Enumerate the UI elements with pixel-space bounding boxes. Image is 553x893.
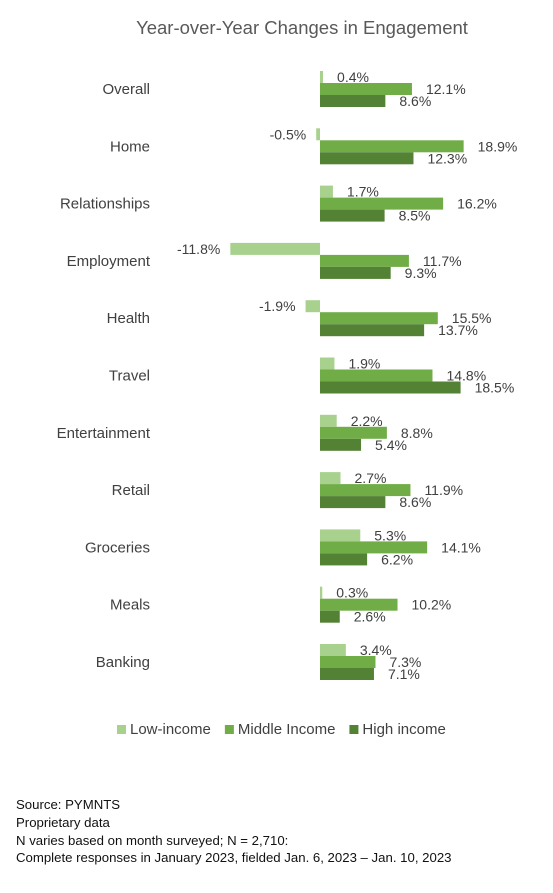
bar [320,357,335,370]
bar [320,95,386,107]
bar [320,484,411,497]
bar [320,254,409,267]
note-line: Proprietary data [16,814,110,830]
data-label: 13.7% [438,322,478,338]
data-label: 15.5% [452,310,492,326]
category-label: Overall [102,81,150,98]
bar [320,656,376,668]
data-label: 8.5% [399,208,431,224]
legend-label: Low-income [130,721,211,738]
bar [320,426,387,439]
source-notes: Source: PYMNTS Proprietary data N varies… [16,796,451,867]
bar [320,529,361,542]
bar [320,438,362,451]
legend-label: Middle Income [238,721,336,738]
data-label: 8.6% [399,93,431,109]
data-label: 14.8% [446,368,486,384]
chart-svg: Year-over-Year Changes in Engagement Ove… [57,17,518,738]
category-label: Banking [96,654,150,671]
data-label: 9.3% [405,265,437,281]
data-label: 0.4% [337,69,369,85]
legend-swatch [224,725,234,734]
data-label: 8.8% [401,425,433,441]
data-label: -1.9% [259,298,296,314]
data-label: 1.9% [348,356,380,372]
category-label: Employment [67,253,151,270]
data-label: -11.8% [177,241,220,257]
bar [320,496,386,509]
bar [320,414,337,427]
data-label: 14.1% [441,539,481,555]
data-label: 2.2% [351,413,383,429]
category-label: Entertainment [57,425,151,442]
bar [320,472,341,485]
data-label: 12.1% [426,81,466,97]
note-line: Complete responses in January 2023, fiel… [16,850,452,866]
data-label: 18.5% [475,380,515,396]
data-label: 3.4% [360,642,392,658]
category-label: Relationships [60,196,150,213]
legend-swatch [349,725,359,734]
bar [320,324,425,337]
bar [316,128,320,141]
data-label: 16.2% [457,196,497,212]
category-label: Retail [112,482,150,499]
category-label: Home [110,138,150,155]
data-label: 7.3% [389,654,421,670]
data-label: 2.6% [354,609,386,625]
data-label: 12.3% [427,150,467,166]
bar [320,140,464,153]
legend: Low-income Middle Income High income [117,721,446,738]
data-label: -0.5% [270,126,307,142]
data-label: 18.9% [478,138,518,154]
bar [320,312,438,325]
note-line: Source: PYMNTS [16,797,121,812]
data-label: 8.6% [399,494,431,510]
bar [320,152,414,165]
bar [320,83,412,95]
category-label: Groceries [85,539,150,556]
bar [320,610,340,623]
category-label: Health [107,310,150,327]
bar [320,541,428,554]
category-label: Travel [109,368,150,385]
data-label: 0.3% [336,585,368,601]
bar [320,644,346,656]
chart: Year-over-Year Changes in Engagement Ove… [57,17,518,738]
category-label: Meals [110,597,150,614]
bar [305,300,320,313]
bar [320,71,324,83]
bar [320,553,368,566]
data-label: 11.7% [423,253,462,269]
data-label: 1.7% [347,184,379,200]
bar [320,381,461,394]
bar [320,598,398,611]
data-label: 5.4% [375,437,407,453]
bars-layer: Overall0.4%12.1%8.6%Home-0.5%18.9%12.3%R… [57,69,518,682]
legend-swatch [117,725,126,734]
data-label: 10.2% [412,597,452,613]
bar [320,197,444,210]
bar [320,185,333,198]
bar [320,209,385,222]
note-line: N varies based on month surveyed; N = 2,… [16,832,289,848]
chart-title: Year-over-Year Changes in Engagement [136,17,468,38]
bar [320,586,323,599]
data-label: 5.3% [374,527,406,543]
bar [320,369,433,382]
data-label: 6.2% [381,551,413,567]
data-label: 11.9% [424,482,463,498]
legend-label: High income [362,721,445,738]
data-label: 7.1% [388,666,420,682]
bar [320,668,374,680]
data-label: 2.7% [355,470,387,486]
bar [320,266,391,279]
bar [230,242,320,255]
